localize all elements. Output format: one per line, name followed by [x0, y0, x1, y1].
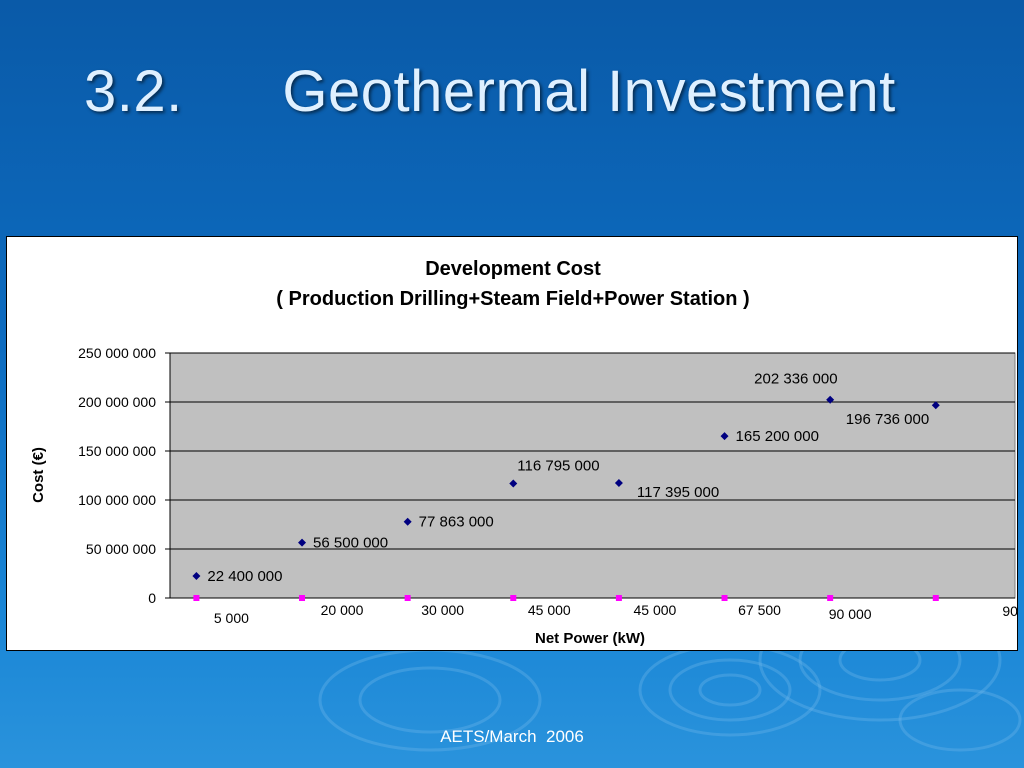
zero-marker — [615, 595, 622, 601]
y-tick-label: 50 000 000 — [86, 541, 156, 557]
development-cost-chart: Development Cost ( Production Drilling+S… — [6, 236, 1018, 651]
chart-title: Development Cost — [425, 258, 601, 280]
zero-marker — [299, 595, 306, 601]
x-tick-label: 5 000 — [214, 610, 249, 626]
data-label: 117 395 000 — [637, 484, 719, 501]
data-label: 56 500 000 — [313, 535, 388, 552]
plot-area — [169, 352, 1016, 599]
x-tick-label: 90 000 — [1002, 603, 1017, 619]
data-label: 22 400 000 — [207, 568, 282, 585]
y-tick-label: 100 000 000 — [78, 492, 156, 508]
y-axis-label: Cost (€) — [30, 447, 47, 503]
y-tick-label: 250 000 000 — [78, 345, 156, 361]
cost-marker — [931, 401, 940, 410]
slide-title: 3.2. Geothermal Investment — [84, 59, 896, 124]
zero-marker — [510, 595, 517, 601]
zero-marker — [827, 595, 834, 601]
zero-marker — [404, 595, 411, 601]
x-axis-label: Net Power (kW) — [535, 630, 645, 647]
zero-marker — [932, 595, 939, 601]
zero-marker — [721, 595, 728, 601]
x-tick-label: 45 000 — [528, 602, 571, 618]
x-tick-label: 30 000 — [421, 602, 464, 618]
x-tick-label: 20 000 — [321, 602, 364, 618]
data-label: 77 863 000 — [419, 514, 494, 531]
cost-marker — [403, 517, 412, 526]
cost-marker — [826, 395, 835, 404]
cost-marker — [614, 478, 623, 487]
y-tick-label: 150 000 000 — [78, 443, 156, 459]
x-tick-label: 67 500 — [738, 602, 781, 618]
y-tick-label: 0 — [148, 590, 156, 606]
y-tick-label: 200 000 000 — [78, 394, 156, 410]
data-label: 116 795 000 — [517, 458, 599, 475]
zero-marker — [193, 595, 200, 601]
data-label: 196 736 000 — [846, 411, 929, 428]
chart-svg: Development Cost ( Production Drilling+S… — [30, 258, 1017, 647]
cost-marker — [298, 538, 307, 547]
x-tick-label: 90 000 — [829, 606, 872, 622]
chart-subtitle: ( Production Drilling+Steam Field+Power … — [276, 288, 749, 310]
slide-footer: AETS/March 2006 — [440, 727, 584, 746]
data-label: 202 336 000 — [754, 371, 837, 388]
cost-marker — [720, 432, 729, 441]
data-label: 165 200 000 — [736, 428, 819, 445]
cost-marker — [192, 572, 201, 581]
cost-marker — [509, 479, 518, 488]
x-tick-label: 45 000 — [633, 602, 676, 618]
